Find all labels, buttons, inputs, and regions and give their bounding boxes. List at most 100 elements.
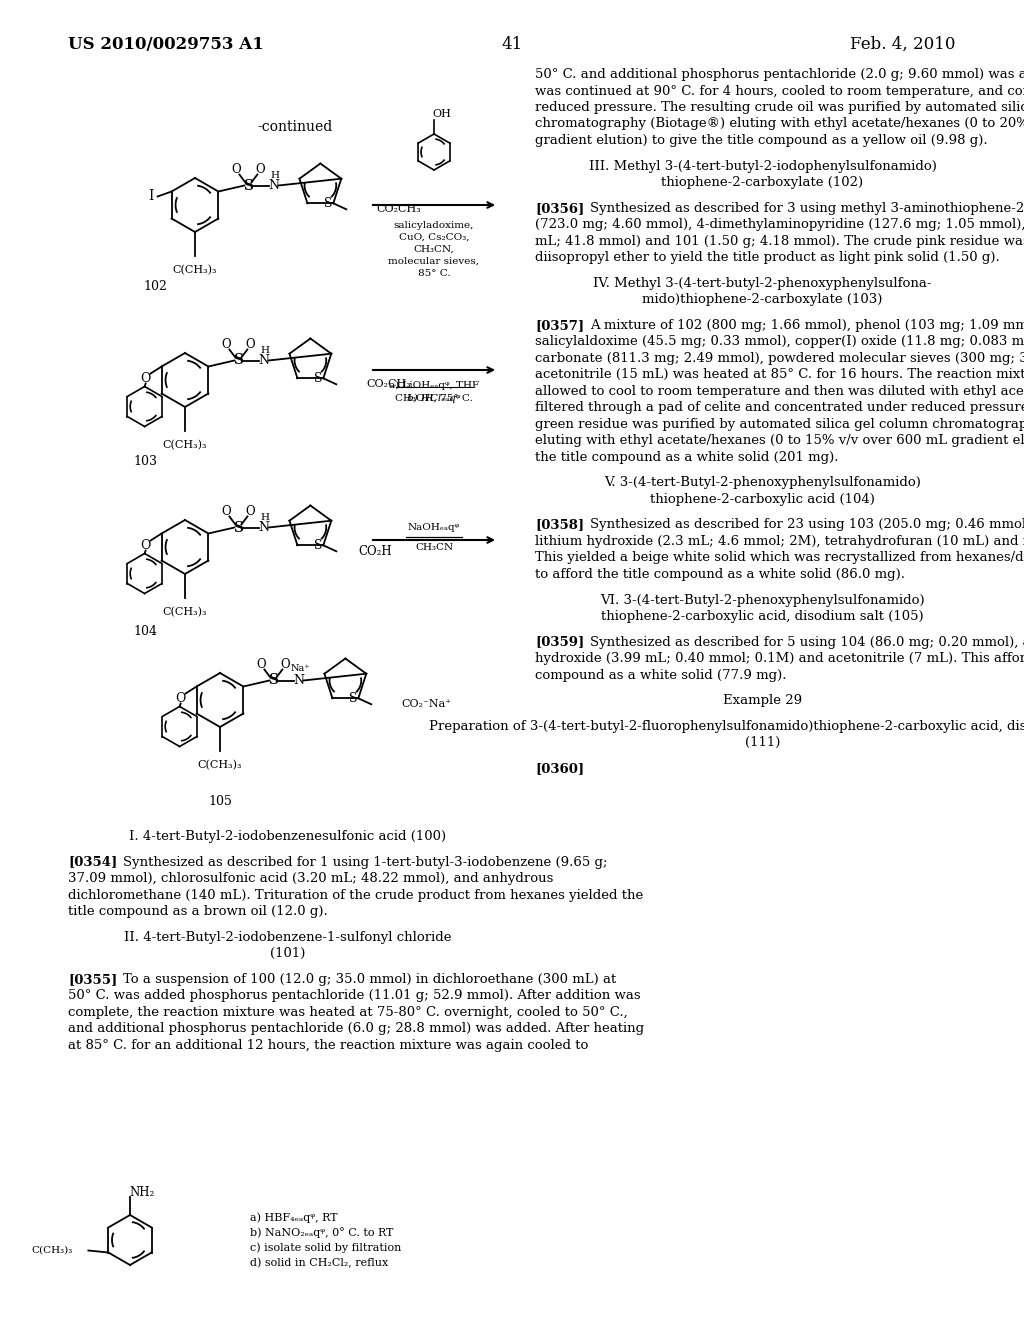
Text: compound as a white solid (77.9 mg).: compound as a white solid (77.9 mg). — [535, 669, 786, 681]
Text: Synthesized as described for 1 using 1-tert-butyl-3-iodobenzene (9.65 g;: Synthesized as described for 1 using 1-t… — [123, 855, 607, 869]
Text: (723.0 mg; 4.60 mmol), 4-dimethylaminopyridine (127.6 mg; 1.05 mmol), pyridine (: (723.0 mg; 4.60 mmol), 4-dimethylaminopy… — [535, 218, 1024, 231]
Text: thiophene-2-carboxylic acid (104): thiophene-2-carboxylic acid (104) — [650, 492, 874, 506]
Text: diisopropyl ether to yield the title product as light pink solid (1.50 g).: diisopropyl ether to yield the title pro… — [535, 251, 999, 264]
Text: A mixture of 102 (800 mg; 1.66 mmol), phenol (103 mg; 1.09 mmol),: A mixture of 102 (800 mg; 1.66 mmol), ph… — [590, 319, 1024, 331]
Text: [0359]: [0359] — [535, 636, 585, 648]
Text: C(CH₃)₃: C(CH₃)₃ — [163, 440, 207, 450]
Text: C(CH₃)₃: C(CH₃)₃ — [198, 760, 243, 771]
Text: O: O — [231, 162, 242, 176]
Text: 102: 102 — [143, 280, 167, 293]
Text: mL; 41.8 mmol) and 101 (1.50 g; 4.18 mmol). The crude pink residue was triturate: mL; 41.8 mmol) and 101 (1.50 g; 4.18 mmo… — [535, 235, 1024, 248]
Text: O: O — [281, 657, 290, 671]
Text: S: S — [233, 354, 244, 367]
Text: S: S — [349, 692, 357, 705]
Text: at 85° C. for an additional 12 hours, the reaction mixture was again cooled to: at 85° C. for an additional 12 hours, th… — [68, 1039, 589, 1052]
Text: C(CH₃)₃: C(CH₃)₃ — [163, 607, 207, 618]
Text: This yielded a beige white solid which was recrystallized from hexanes/dichlorom: This yielded a beige white solid which w… — [535, 552, 1024, 565]
Text: CH₃CN,: CH₃CN, — [414, 244, 455, 253]
Text: allowed to cool to room temperature and then was diluted with ethyl acetate (20 : allowed to cool to room temperature and … — [535, 385, 1024, 397]
Text: N: N — [258, 354, 269, 367]
Text: O: O — [175, 692, 185, 705]
Text: carbonate (811.3 mg; 2.49 mmol), powdered molecular sieves (300 mg; 3A°) and anh: carbonate (811.3 mg; 2.49 mmol), powdere… — [535, 352, 1024, 364]
Text: Example 29: Example 29 — [723, 694, 802, 708]
Text: S: S — [233, 520, 244, 535]
Text: S: S — [314, 372, 323, 385]
Text: H: H — [271, 172, 280, 180]
Text: reduced pressure. The resulting crude oil was purified by automated silica gel c: reduced pressure. The resulting crude oi… — [535, 102, 1024, 114]
Text: acetonitrile (15 mL) was heated at 85° C. for 16 hours. The reaction mixture was: acetonitrile (15 mL) was heated at 85° C… — [535, 368, 1024, 381]
Text: 85° C.: 85° C. — [418, 268, 451, 277]
Text: 50° C. and additional phosphorus pentachloride (2.0 g; 9.60 mmol) was added. Hea: 50° C. and additional phosphorus pentach… — [535, 69, 1024, 81]
Text: O: O — [140, 539, 151, 552]
Text: V. 3-(4-tert-Butyl-2-phenoxyphenylsulfonamido): V. 3-(4-tert-Butyl-2-phenoxyphenylsulfon… — [604, 477, 921, 490]
Text: [0358]: [0358] — [535, 519, 584, 532]
Text: (101): (101) — [270, 948, 306, 960]
Text: 104: 104 — [133, 624, 157, 638]
Text: CO₂CH₃: CO₂CH₃ — [376, 205, 421, 214]
Text: hydroxide (3.99 mL; 0.40 mmol; 0.1M) and acetonitrile (7 mL). This afforded the : hydroxide (3.99 mL; 0.40 mmol; 0.1M) and… — [535, 652, 1024, 665]
Text: II. 4-tert-Butyl-2-iodobenzene-1-sulfonyl chloride: II. 4-tert-Butyl-2-iodobenzene-1-sulfony… — [124, 931, 452, 944]
Text: lithium hydroxide (2.3 mL; 4.6 mmol; 2M), tetrahydrofuran (10 mL) and methanol (: lithium hydroxide (2.3 mL; 4.6 mmol; 2M)… — [535, 535, 1024, 548]
Text: NaOHₑₐqᵠ: NaOHₑₐqᵠ — [408, 524, 460, 532]
Text: and additional phosphorus pentachloride (6.0 g; 28.8 mmol) was added. After heat: and additional phosphorus pentachloride … — [68, 1022, 644, 1035]
Text: eluting with ethyl acetate/hexanes (0 to 15% v/v over 600 mL gradient elution) t: eluting with ethyl acetate/hexanes (0 to… — [535, 434, 1024, 447]
Text: salicylaldoxime (45.5 mg; 0.33 mmol), copper(I) oxide (11.8 mg; 0.083 mmol), ces: salicylaldoxime (45.5 mg; 0.33 mmol), co… — [535, 335, 1024, 348]
Text: N: N — [258, 521, 269, 535]
Text: H: H — [261, 513, 270, 521]
Text: Preparation of 3-(4-tert-butyl-2-fluorophenylsulfonamido)thiophene-2-carboxylic : Preparation of 3-(4-tert-butyl-2-fluorop… — [429, 719, 1024, 733]
Text: O: O — [256, 162, 265, 176]
Text: CO₂⁻Na⁺: CO₂⁻Na⁺ — [401, 700, 452, 709]
Text: 103: 103 — [133, 455, 157, 469]
Text: S: S — [268, 673, 279, 688]
Text: chromatography (Biotage®) eluting with ethyl acetate/hexanes (0 to 20% v/v over : chromatography (Biotage®) eluting with e… — [535, 117, 1024, 131]
Text: O: O — [246, 338, 255, 351]
Text: CuO, Cs₂CO₃,: CuO, Cs₂CO₃, — [398, 232, 469, 242]
Text: Na⁺: Na⁺ — [291, 664, 310, 673]
Text: b) HClₑₐqᵠ: b) HClₑₐqᵠ — [408, 393, 461, 403]
Text: N: N — [293, 675, 304, 686]
Text: Feb. 4, 2010: Feb. 4, 2010 — [850, 36, 955, 53]
Text: 105: 105 — [208, 795, 232, 808]
Text: the title compound as a white solid (201 mg).: the title compound as a white solid (201… — [535, 451, 839, 463]
Text: b) NaNO₂ₑₐqᵠ, 0° C. to RT: b) NaNO₂ₑₐqᵠ, 0° C. to RT — [250, 1228, 393, 1238]
Text: IV. Methyl 3-(4-tert-butyl-2-phenoxyphenylsulfona-: IV. Methyl 3-(4-tert-butyl-2-phenoxyphen… — [593, 277, 932, 289]
Text: O: O — [246, 506, 255, 517]
Text: CH₃OH, 75° C.: CH₃OH, 75° C. — [395, 393, 473, 403]
Text: molecular sieves,: molecular sieves, — [388, 256, 479, 265]
Text: CH₃CN: CH₃CN — [415, 543, 453, 552]
Text: [0356]: [0356] — [535, 202, 585, 215]
Text: S: S — [244, 178, 253, 193]
Text: to afford the title compound as a white solid (86.0 mg).: to afford the title compound as a white … — [535, 568, 905, 581]
Text: CO₂H: CO₂H — [358, 545, 392, 558]
Text: III. Methyl 3-(4-tert-butyl-2-iodophenylsulfonamido): III. Methyl 3-(4-tert-butyl-2-iodophenyl… — [589, 160, 936, 173]
Text: To a suspension of 100 (12.0 g; 35.0 mmol) in dichloroethane (300 mL) at: To a suspension of 100 (12.0 g; 35.0 mmo… — [123, 973, 616, 986]
Text: Synthesized as described for 5 using 104 (86.0 mg; 0.20 mmol), aqueous sodium: Synthesized as described for 5 using 104… — [590, 636, 1024, 648]
Text: d) solid in CH₂Cl₂, reflux: d) solid in CH₂Cl₂, reflux — [250, 1258, 388, 1269]
Text: dichloromethane (140 mL). Trituration of the crude product from hexanes yielded : dichloromethane (140 mL). Trituration of… — [68, 888, 643, 902]
Text: -continued: -continued — [257, 120, 333, 135]
Text: 50° C. was added phosphorus pentachloride (11.01 g; 52.9 mmol). After addition w: 50° C. was added phosphorus pentachlorid… — [68, 989, 641, 1002]
Text: C(CH₃)₃: C(CH₃)₃ — [31, 1246, 73, 1255]
Text: [0357]: [0357] — [535, 319, 584, 331]
Text: OH: OH — [432, 110, 452, 119]
Text: S: S — [325, 197, 333, 210]
Text: I: I — [147, 190, 154, 203]
Text: O: O — [257, 657, 266, 671]
Text: [0354]: [0354] — [68, 855, 118, 869]
Text: a) LiOHₑₐqᵠ, THF: a) LiOHₑₐqᵠ, THF — [389, 380, 479, 389]
Text: 41: 41 — [502, 36, 522, 53]
Text: I. 4-tert-Butyl-2-iodobenzenesulfonic acid (100): I. 4-tert-Butyl-2-iodobenzenesulfonic ac… — [129, 830, 446, 843]
Text: 37.09 mmol), chlorosulfonic acid (3.20 mL; 48.22 mmol), and anhydrous: 37.09 mmol), chlorosulfonic acid (3.20 m… — [68, 873, 553, 886]
Text: Synthesized as described for 23 using 103 (205.0 mg; 0.46 mmol), aqueous: Synthesized as described for 23 using 10… — [590, 519, 1024, 532]
Text: filtered through a pad of celite and concentrated under reduced pressure. The re: filtered through a pad of celite and con… — [535, 401, 1024, 414]
Text: salicyladoxime,: salicyladoxime, — [394, 220, 474, 230]
Text: VI. 3-(4-tert-Butyl-2-phenoxyphenylsulfonamido): VI. 3-(4-tert-Butyl-2-phenoxyphenylsulfo… — [600, 594, 925, 606]
Text: thiophene-2-carboxylate (102): thiophene-2-carboxylate (102) — [662, 176, 863, 189]
Text: (111): (111) — [744, 737, 780, 750]
Text: N: N — [268, 180, 279, 191]
Text: mido)thiophene-2-carboxylate (103): mido)thiophene-2-carboxylate (103) — [642, 293, 883, 306]
Text: gradient elution) to give the title compound as a yellow oil (9.98 g).: gradient elution) to give the title comp… — [535, 135, 987, 147]
Text: C(CH₃)₃: C(CH₃)₃ — [173, 265, 217, 276]
Text: O: O — [221, 506, 231, 517]
Text: NH₂: NH₂ — [129, 1187, 155, 1200]
